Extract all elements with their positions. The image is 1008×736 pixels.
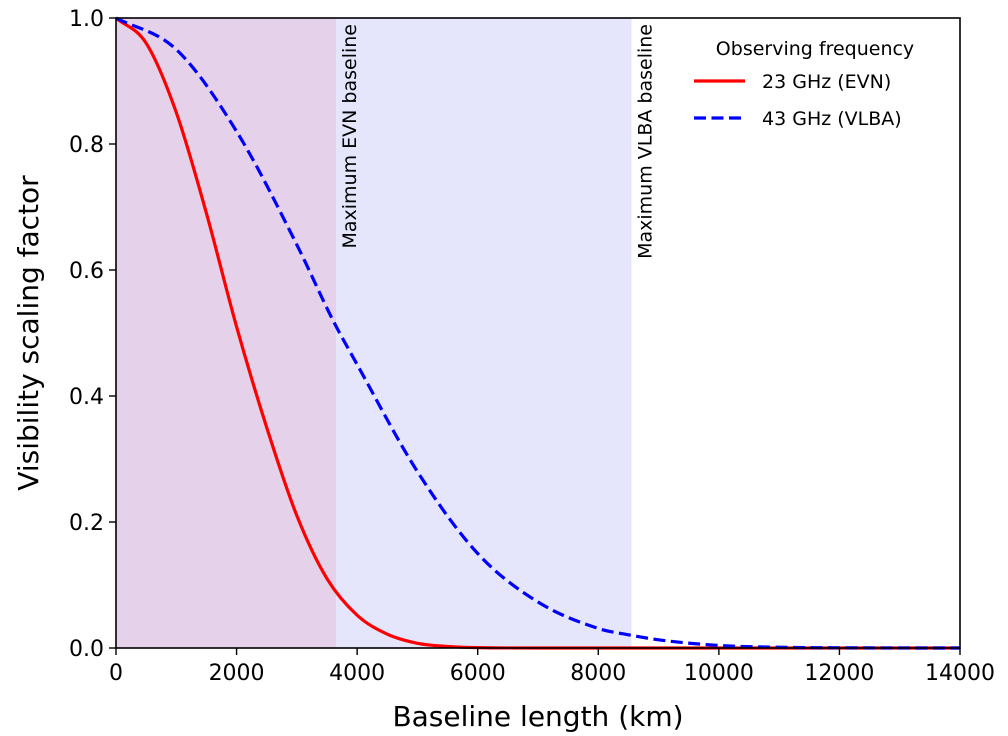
x-tick-label: 0 [109,661,123,686]
baseline-annotations: Maximum EVN baseline Maximum VLBA baselin… [339,24,656,259]
y-tick-label: 0.6 [69,259,104,284]
shaded-region-1 [336,18,632,648]
x-tick-label: 6000 [450,661,506,686]
baseline-annotation-0: Maximum EVN baseline [339,24,361,249]
y-tick-label: 1.0 [69,7,104,32]
baseline-annotation-1: Maximum VLBA baseline [634,24,656,259]
shaded-region-0 [116,18,337,648]
x-tick-label: 8000 [570,661,626,686]
shaded-regions [116,18,632,648]
x-tick-label: 4000 [329,661,385,686]
y-tick-label: 0.8 [69,133,104,158]
y-tick-label: 0.2 [69,511,104,536]
x-axis-title: Baseline length (km) [392,700,683,733]
legend-label-0: 23 GHz (EVN) [762,71,891,93]
x-tick-label: 10000 [684,661,754,686]
y-axis-title: Visibility scaling factor [12,175,45,491]
series-line-1 [115,16,961,650]
x-tick-label: 2000 [209,661,265,686]
y-tick-label: 0.0 [69,637,104,662]
x-tick-label: 12000 [804,661,874,686]
plot-frame [115,17,961,649]
x-axis-ticks: 0 2000 4000 6000 8000 10000 12000 14000 [109,648,995,686]
legend-label-1: 43 GHz (VLBA) [762,108,902,130]
legend-title: Observing frequency [716,38,914,60]
legend: Observing frequency 23 GHz (EVN) 43 GHz (… [694,38,914,130]
x-tick-label: 14000 [925,661,995,686]
y-tick-label: 0.4 [69,385,104,410]
y-axis-ticks: 0.0 0.2 0.4 0.6 0.8 1.0 [69,7,116,662]
